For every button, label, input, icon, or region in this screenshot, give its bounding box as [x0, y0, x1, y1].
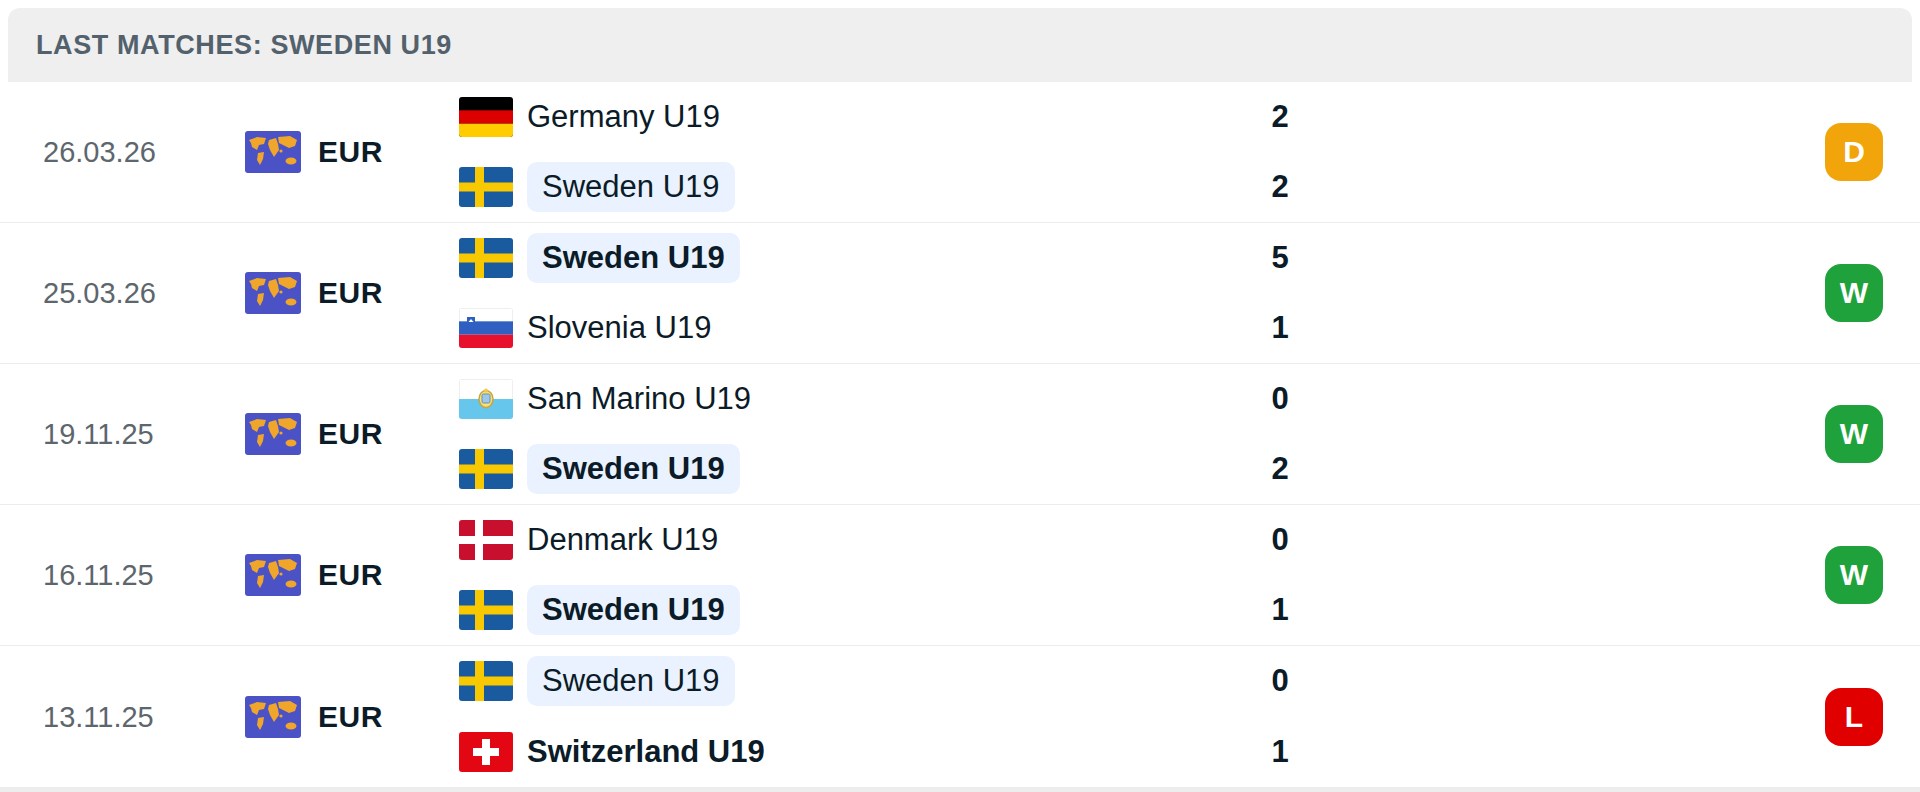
match-date: 13.11.25 [43, 700, 154, 733]
match-row[interactable]: 13.11.25 EUR Sweden U19 0 Switzerland U1… [0, 646, 1920, 787]
card-title: LAST MATCHES: SWEDEN U19 [36, 30, 452, 61]
away-team-name[interactable]: Switzerland U19 [527, 727, 765, 777]
home-team-line[interactable]: Sweden U19 5 [459, 223, 1770, 293]
competition: EUR [245, 696, 383, 738]
teams-and-scores: Sweden U19 5 Slovenia U19 1 [459, 223, 1770, 363]
match-row[interactable]: 19.11.25 EUR San Marino U19 0 Sweden U19… [0, 364, 1920, 505]
teams-and-scores: Denmark U19 0 Sweden U19 1 [459, 505, 1770, 645]
match-row[interactable]: 16.11.25 EUR Denmark U19 0 Sweden U19 1 … [0, 505, 1920, 646]
away-score: 2 [1250, 169, 1310, 205]
world-map-icon [245, 696, 301, 738]
home-team-name[interactable]: Denmark U19 [527, 515, 718, 565]
away-team-name[interactable]: Sweden U19 [527, 444, 740, 494]
teams-and-scores: Germany U19 2 Sweden U19 2 [459, 82, 1770, 222]
denmark-flag-icon [459, 520, 513, 560]
away-team-name[interactable]: Slovenia U19 [527, 303, 711, 353]
competition-code: EUR [318, 276, 383, 310]
away-score: 1 [1250, 310, 1310, 346]
home-score: 0 [1250, 663, 1310, 699]
bottom-divider [0, 787, 1920, 792]
result-badge: W [1825, 264, 1883, 322]
away-team-line[interactable]: Sweden U19 2 [459, 434, 1770, 504]
sweden-flag-icon [459, 238, 513, 278]
home-team-line[interactable]: Germany U19 2 [459, 82, 1770, 152]
competition-code: EUR [318, 417, 383, 451]
home-team-name[interactable]: Germany U19 [527, 92, 720, 142]
competition: EUR [245, 554, 383, 596]
home-score: 0 [1250, 522, 1310, 558]
world-map-icon [245, 413, 301, 455]
competition: EUR [245, 413, 383, 455]
away-team-line[interactable]: Switzerland U19 1 [459, 717, 1770, 788]
away-score: 1 [1250, 592, 1310, 628]
away-team-line[interactable]: Slovenia U19 1 [459, 293, 1770, 363]
teams-and-scores: San Marino U19 0 Sweden U19 2 [459, 364, 1770, 504]
competition-code: EUR [318, 135, 383, 169]
world-map-icon [245, 131, 301, 173]
away-team-name[interactable]: Sweden U19 [527, 162, 735, 212]
slovenia-flag-icon [459, 308, 513, 348]
home-team-line[interactable]: Denmark U19 0 [459, 505, 1770, 575]
result-badge: L [1825, 688, 1883, 746]
teams-and-scores: Sweden U19 0 Switzerland U19 1 [459, 646, 1770, 787]
home-score: 0 [1250, 381, 1310, 417]
sweden-flag-icon [459, 590, 513, 630]
sweden-flag-icon [459, 661, 513, 701]
result-badge: W [1825, 546, 1883, 604]
world-map-icon [245, 554, 301, 596]
match-date: 26.03.26 [43, 136, 156, 169]
card-header: LAST MATCHES: SWEDEN U19 [8, 8, 1912, 82]
away-team-line[interactable]: Sweden U19 2 [459, 152, 1770, 222]
home-team-line[interactable]: San Marino U19 0 [459, 364, 1770, 434]
competition-code: EUR [318, 700, 383, 734]
result-badge: D [1825, 123, 1883, 181]
sweden-flag-icon [459, 449, 513, 489]
sweden-flag-icon [459, 167, 513, 207]
germany-flag-icon [459, 97, 513, 137]
match-date: 25.03.26 [43, 277, 156, 310]
san-marino-flag-icon [459, 379, 513, 419]
home-team-name[interactable]: San Marino U19 [527, 374, 751, 424]
home-team-name[interactable]: Sweden U19 [527, 656, 735, 706]
match-date: 19.11.25 [43, 418, 154, 451]
away-score: 1 [1250, 734, 1310, 770]
match-row[interactable]: 25.03.26 EUR Sweden U19 5 Slovenia U19 1… [0, 223, 1920, 364]
match-row[interactable]: 26.03.26 EUR Germany U19 2 Sweden U19 2 … [0, 82, 1920, 223]
away-score: 2 [1250, 451, 1310, 487]
switzerland-flag-icon [459, 732, 513, 772]
home-team-name[interactable]: Sweden U19 [527, 233, 740, 283]
world-map-icon [245, 272, 301, 314]
away-team-name[interactable]: Sweden U19 [527, 585, 740, 635]
competition: EUR [245, 272, 383, 314]
home-score: 2 [1250, 99, 1310, 135]
match-date: 16.11.25 [43, 559, 154, 592]
match-list: 26.03.26 EUR Germany U19 2 Sweden U19 2 … [0, 82, 1920, 787]
away-team-line[interactable]: Sweden U19 1 [459, 575, 1770, 645]
last-matches-card: LAST MATCHES: SWEDEN U19 26.03.26 EUR Ge… [0, 0, 1920, 792]
competition-code: EUR [318, 558, 383, 592]
home-score: 5 [1250, 240, 1310, 276]
competition: EUR [245, 131, 383, 173]
result-badge: W [1825, 405, 1883, 463]
home-team-line[interactable]: Sweden U19 0 [459, 646, 1770, 717]
